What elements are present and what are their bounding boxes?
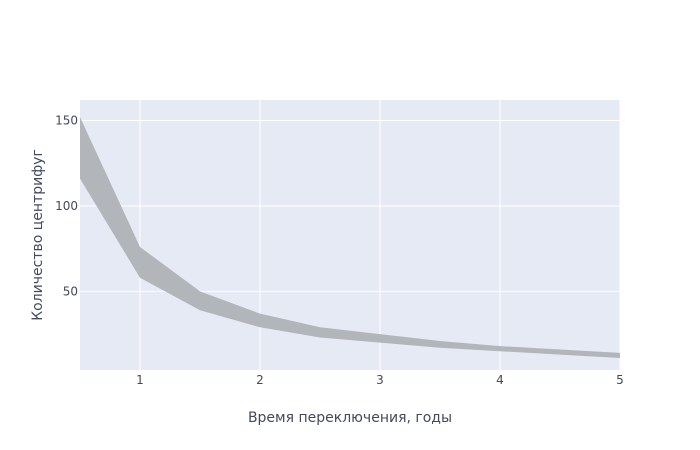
- band-layer: [80, 117, 620, 359]
- x-tick-label: 3: [376, 373, 384, 387]
- y-axis-title: Количество центрифуг: [30, 149, 46, 321]
- y-tick-label: 100: [55, 199, 78, 213]
- range-band: [80, 117, 620, 359]
- plot-background: [80, 100, 620, 370]
- y-tick-label: 150: [55, 114, 78, 128]
- x-tick-label: 5: [616, 373, 624, 387]
- x-tick-label: 2: [256, 373, 264, 387]
- y-axis-ticks: 50 100 150: [55, 114, 78, 299]
- x-tick-label: 4: [496, 373, 504, 387]
- x-tick-label: 1: [136, 373, 144, 387]
- y-tick-label: 50: [63, 284, 78, 298]
- x-axis-title: Время переключения, годы: [248, 410, 452, 426]
- x-axis-ticks: 1 2 3 4 5: [136, 373, 624, 387]
